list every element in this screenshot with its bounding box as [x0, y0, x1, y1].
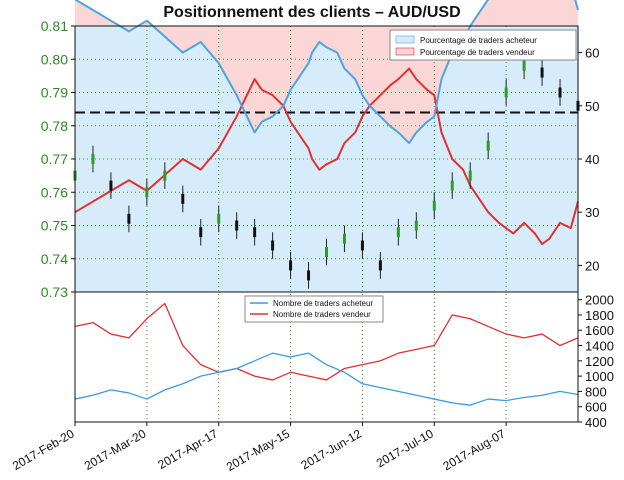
price-candle — [235, 220, 239, 231]
price-candle — [432, 200, 436, 211]
y-tick-label-left: 0.73 — [41, 284, 68, 300]
legend-swatch — [395, 47, 415, 56]
seller-percent-line — [74, 67, 579, 246]
buyer-count-line — [74, 352, 579, 406]
price-candle — [486, 140, 490, 151]
y-tick-label-left: 0.79 — [41, 85, 68, 101]
price-candle — [450, 180, 454, 191]
price-candle — [558, 87, 562, 98]
y-tick-label-bottom: 2000 — [585, 293, 614, 308]
price-candle — [414, 220, 418, 231]
price-candle — [342, 233, 346, 244]
y-tick-label-right: 50 — [585, 99, 599, 114]
y-tick-label-bottom: 1600 — [585, 323, 614, 338]
y-tick-label-left: 0.74 — [41, 251, 68, 267]
y-tick-label-left: 0.81 — [41, 18, 68, 34]
legend-label: Pourcentage de traders acheteur — [420, 36, 537, 45]
seller-count-line — [74, 302, 579, 381]
price-candle — [307, 270, 311, 281]
bottom-frame — [74, 291, 579, 423]
legend-bottom: Nombre de traders acheteur Nombre de trad… — [244, 295, 384, 323]
price-candle — [540, 67, 544, 78]
y-tick-label-left: 0.80 — [41, 51, 68, 67]
price-candle — [91, 154, 95, 164]
price-candle — [127, 213, 131, 224]
x-tick-label: 2017-May-15 — [224, 426, 293, 474]
chart-title: Positionnement des clients – AUD/USD — [163, 4, 460, 21]
price-candle — [109, 180, 113, 191]
legend-box — [244, 295, 384, 323]
y-tick-label-right: 30 — [585, 205, 599, 220]
price-candle — [522, 60, 526, 71]
legend-swatch — [395, 35, 415, 44]
price-candle — [468, 170, 472, 181]
price-candle — [199, 227, 203, 238]
price-candle — [360, 240, 364, 251]
x-tick-label: 2017-Jun-12 — [299, 426, 365, 472]
x-tick-label: 2017-Aug-07 — [441, 426, 508, 473]
price-candle — [145, 187, 149, 198]
legend-label: Nombre de traders vendeur — [273, 310, 371, 319]
y-tick-label-left: 0.78 — [41, 118, 68, 134]
legend-label: Nombre de traders acheteur — [273, 299, 373, 308]
price-candle — [378, 260, 382, 271]
price-candle — [181, 193, 185, 204]
y-tick-label-bottom: 1200 — [585, 354, 614, 369]
buyer-percent-line — [74, 0, 579, 145]
price-candle — [271, 240, 275, 251]
x-tick-label: 2017-Apr-17 — [155, 426, 220, 472]
y-tick-label-bottom: 1400 — [585, 339, 614, 354]
y-tick-label-bottom: 600 — [585, 400, 607, 415]
y-tick-label-left: 0.76 — [41, 184, 68, 200]
y-tick-label-bottom: 800 — [585, 384, 607, 399]
x-tick-label: 2017-Mar-20 — [82, 426, 149, 473]
x-tick-label: 2017-Jul-10 — [374, 426, 436, 470]
y-tick-label-right: 60 — [585, 46, 599, 61]
price-candle — [289, 260, 293, 271]
x-tick-label: 2017-Feb-20 — [10, 426, 77, 473]
y-tick-label-left: 0.75 — [41, 218, 68, 234]
legend-label: Pourcentage de traders vendeur — [420, 48, 535, 57]
y-tick-label-right: 20 — [585, 258, 599, 273]
y-tick-label-left: 0.77 — [41, 151, 68, 167]
y-tick-label-bottom: 1000 — [585, 369, 614, 384]
price-candle — [253, 227, 257, 238]
y-tick-label-bottom: 400 — [585, 415, 607, 430]
price-candle — [217, 213, 221, 224]
y-tick-label-bottom: 1800 — [585, 308, 614, 323]
legend-box — [389, 29, 577, 61]
price-candle — [504, 87, 508, 98]
price-candle — [396, 227, 400, 238]
top-panel: 0.73 0.74 0.75 0.76 0.77 0.78 0.79 0.80 0.81 20 30… — [41, 0, 599, 422]
legend-top: Pourcentage de traders acheteur Pourcenta… — [389, 29, 577, 61]
price-candle — [163, 170, 167, 181]
y-tick-label-right: 40 — [585, 152, 599, 167]
price-candle — [325, 247, 328, 258]
